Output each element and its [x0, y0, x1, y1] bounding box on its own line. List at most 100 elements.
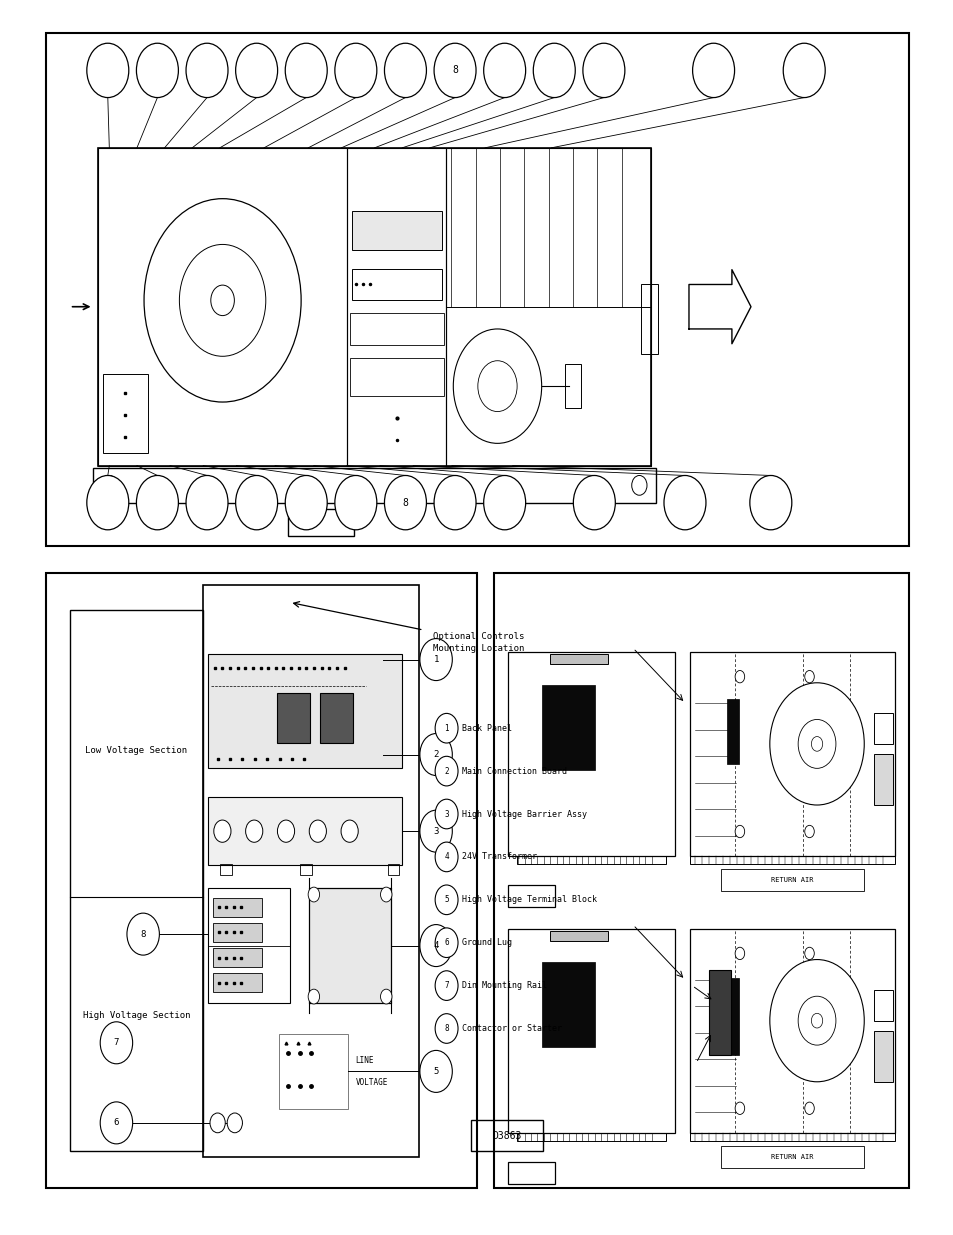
- Bar: [720, 869, 863, 892]
- Bar: [471, 1120, 542, 1151]
- Circle shape: [735, 671, 744, 683]
- Circle shape: [380, 887, 392, 902]
- Circle shape: [144, 199, 301, 403]
- Circle shape: [735, 825, 744, 837]
- Text: Back Panel: Back Panel: [461, 724, 512, 732]
- Circle shape: [335, 43, 376, 98]
- Circle shape: [533, 43, 575, 98]
- Circle shape: [435, 1014, 457, 1044]
- Circle shape: [419, 925, 452, 967]
- Text: Din Mounting Rail: Din Mounting Rail: [461, 981, 546, 990]
- Bar: [874, 990, 892, 1020]
- Text: RETURN AIR: RETURN AIR: [770, 877, 813, 883]
- Bar: [213, 947, 262, 967]
- Bar: [276, 693, 310, 743]
- Circle shape: [211, 285, 234, 316]
- Circle shape: [782, 43, 824, 98]
- Bar: [287, 509, 354, 536]
- Circle shape: [136, 43, 178, 98]
- Circle shape: [210, 1113, 225, 1132]
- Circle shape: [477, 361, 517, 411]
- Bar: [70, 610, 203, 1151]
- Circle shape: [769, 683, 863, 805]
- Circle shape: [419, 734, 452, 776]
- Bar: [541, 685, 595, 771]
- Circle shape: [735, 1102, 744, 1114]
- Bar: [46, 573, 476, 1188]
- Circle shape: [335, 475, 376, 530]
- Circle shape: [735, 947, 744, 960]
- Circle shape: [483, 43, 525, 98]
- Circle shape: [804, 1102, 814, 1114]
- Circle shape: [245, 820, 262, 842]
- Text: 1: 1: [444, 724, 449, 732]
- Circle shape: [87, 475, 129, 530]
- Bar: [720, 1146, 863, 1168]
- Circle shape: [692, 43, 734, 98]
- Circle shape: [434, 475, 476, 530]
- Bar: [874, 755, 892, 805]
- Circle shape: [380, 989, 392, 1004]
- Bar: [446, 148, 650, 306]
- Circle shape: [384, 475, 426, 530]
- Text: 5: 5: [433, 1067, 438, 1076]
- Bar: [517, 1132, 665, 1141]
- Bar: [213, 923, 262, 942]
- Circle shape: [285, 43, 327, 98]
- Circle shape: [179, 245, 266, 356]
- Bar: [494, 573, 908, 1188]
- Circle shape: [127, 913, 159, 955]
- Bar: [874, 1031, 892, 1082]
- Circle shape: [285, 475, 327, 530]
- Circle shape: [227, 1113, 242, 1132]
- Text: 3: 3: [444, 809, 449, 819]
- Circle shape: [87, 43, 129, 98]
- Text: 2: 2: [433, 750, 438, 760]
- Bar: [640, 284, 658, 354]
- Text: 6: 6: [113, 1119, 119, 1128]
- Circle shape: [213, 820, 231, 842]
- Circle shape: [483, 475, 525, 530]
- Bar: [874, 714, 892, 743]
- Circle shape: [435, 971, 457, 1000]
- Text: 8: 8: [402, 498, 408, 508]
- Bar: [350, 358, 443, 395]
- Circle shape: [798, 720, 835, 768]
- Text: LINE: LINE: [355, 1056, 374, 1065]
- Text: D3863: D3863: [492, 1131, 521, 1141]
- Circle shape: [102, 475, 117, 495]
- Bar: [689, 652, 894, 856]
- Bar: [300, 864, 312, 876]
- Circle shape: [309, 820, 326, 842]
- Bar: [726, 978, 739, 1055]
- Text: Optional Controls
Mounting Location: Optional Controls Mounting Location: [433, 631, 524, 653]
- Circle shape: [308, 989, 319, 1004]
- Text: 7: 7: [113, 1039, 119, 1047]
- Text: 4: 4: [433, 941, 438, 950]
- Circle shape: [804, 671, 814, 683]
- Circle shape: [804, 825, 814, 837]
- Bar: [689, 1132, 894, 1141]
- Circle shape: [235, 43, 277, 98]
- Bar: [203, 585, 418, 1157]
- Text: 8: 8: [444, 1024, 449, 1032]
- Text: High Voltage Terminal Block: High Voltage Terminal Block: [461, 895, 597, 904]
- Bar: [103, 374, 148, 453]
- Text: High Voltage Section: High Voltage Section: [83, 1011, 190, 1020]
- Text: Main Connection Board: Main Connection Board: [461, 767, 566, 776]
- Bar: [517, 856, 665, 864]
- Circle shape: [419, 638, 452, 680]
- Bar: [220, 864, 232, 876]
- Circle shape: [435, 927, 457, 957]
- Circle shape: [341, 820, 358, 842]
- Circle shape: [308, 887, 319, 902]
- Text: RETURN AIR: RETURN AIR: [770, 1153, 813, 1160]
- Text: 3: 3: [433, 826, 438, 836]
- Bar: [689, 929, 894, 1132]
- Bar: [350, 312, 443, 345]
- Circle shape: [435, 714, 457, 743]
- Text: High Voltage Barrier Assy: High Voltage Barrier Assy: [461, 809, 586, 819]
- Circle shape: [769, 960, 863, 1082]
- Bar: [508, 1162, 555, 1184]
- Text: 8: 8: [140, 930, 146, 939]
